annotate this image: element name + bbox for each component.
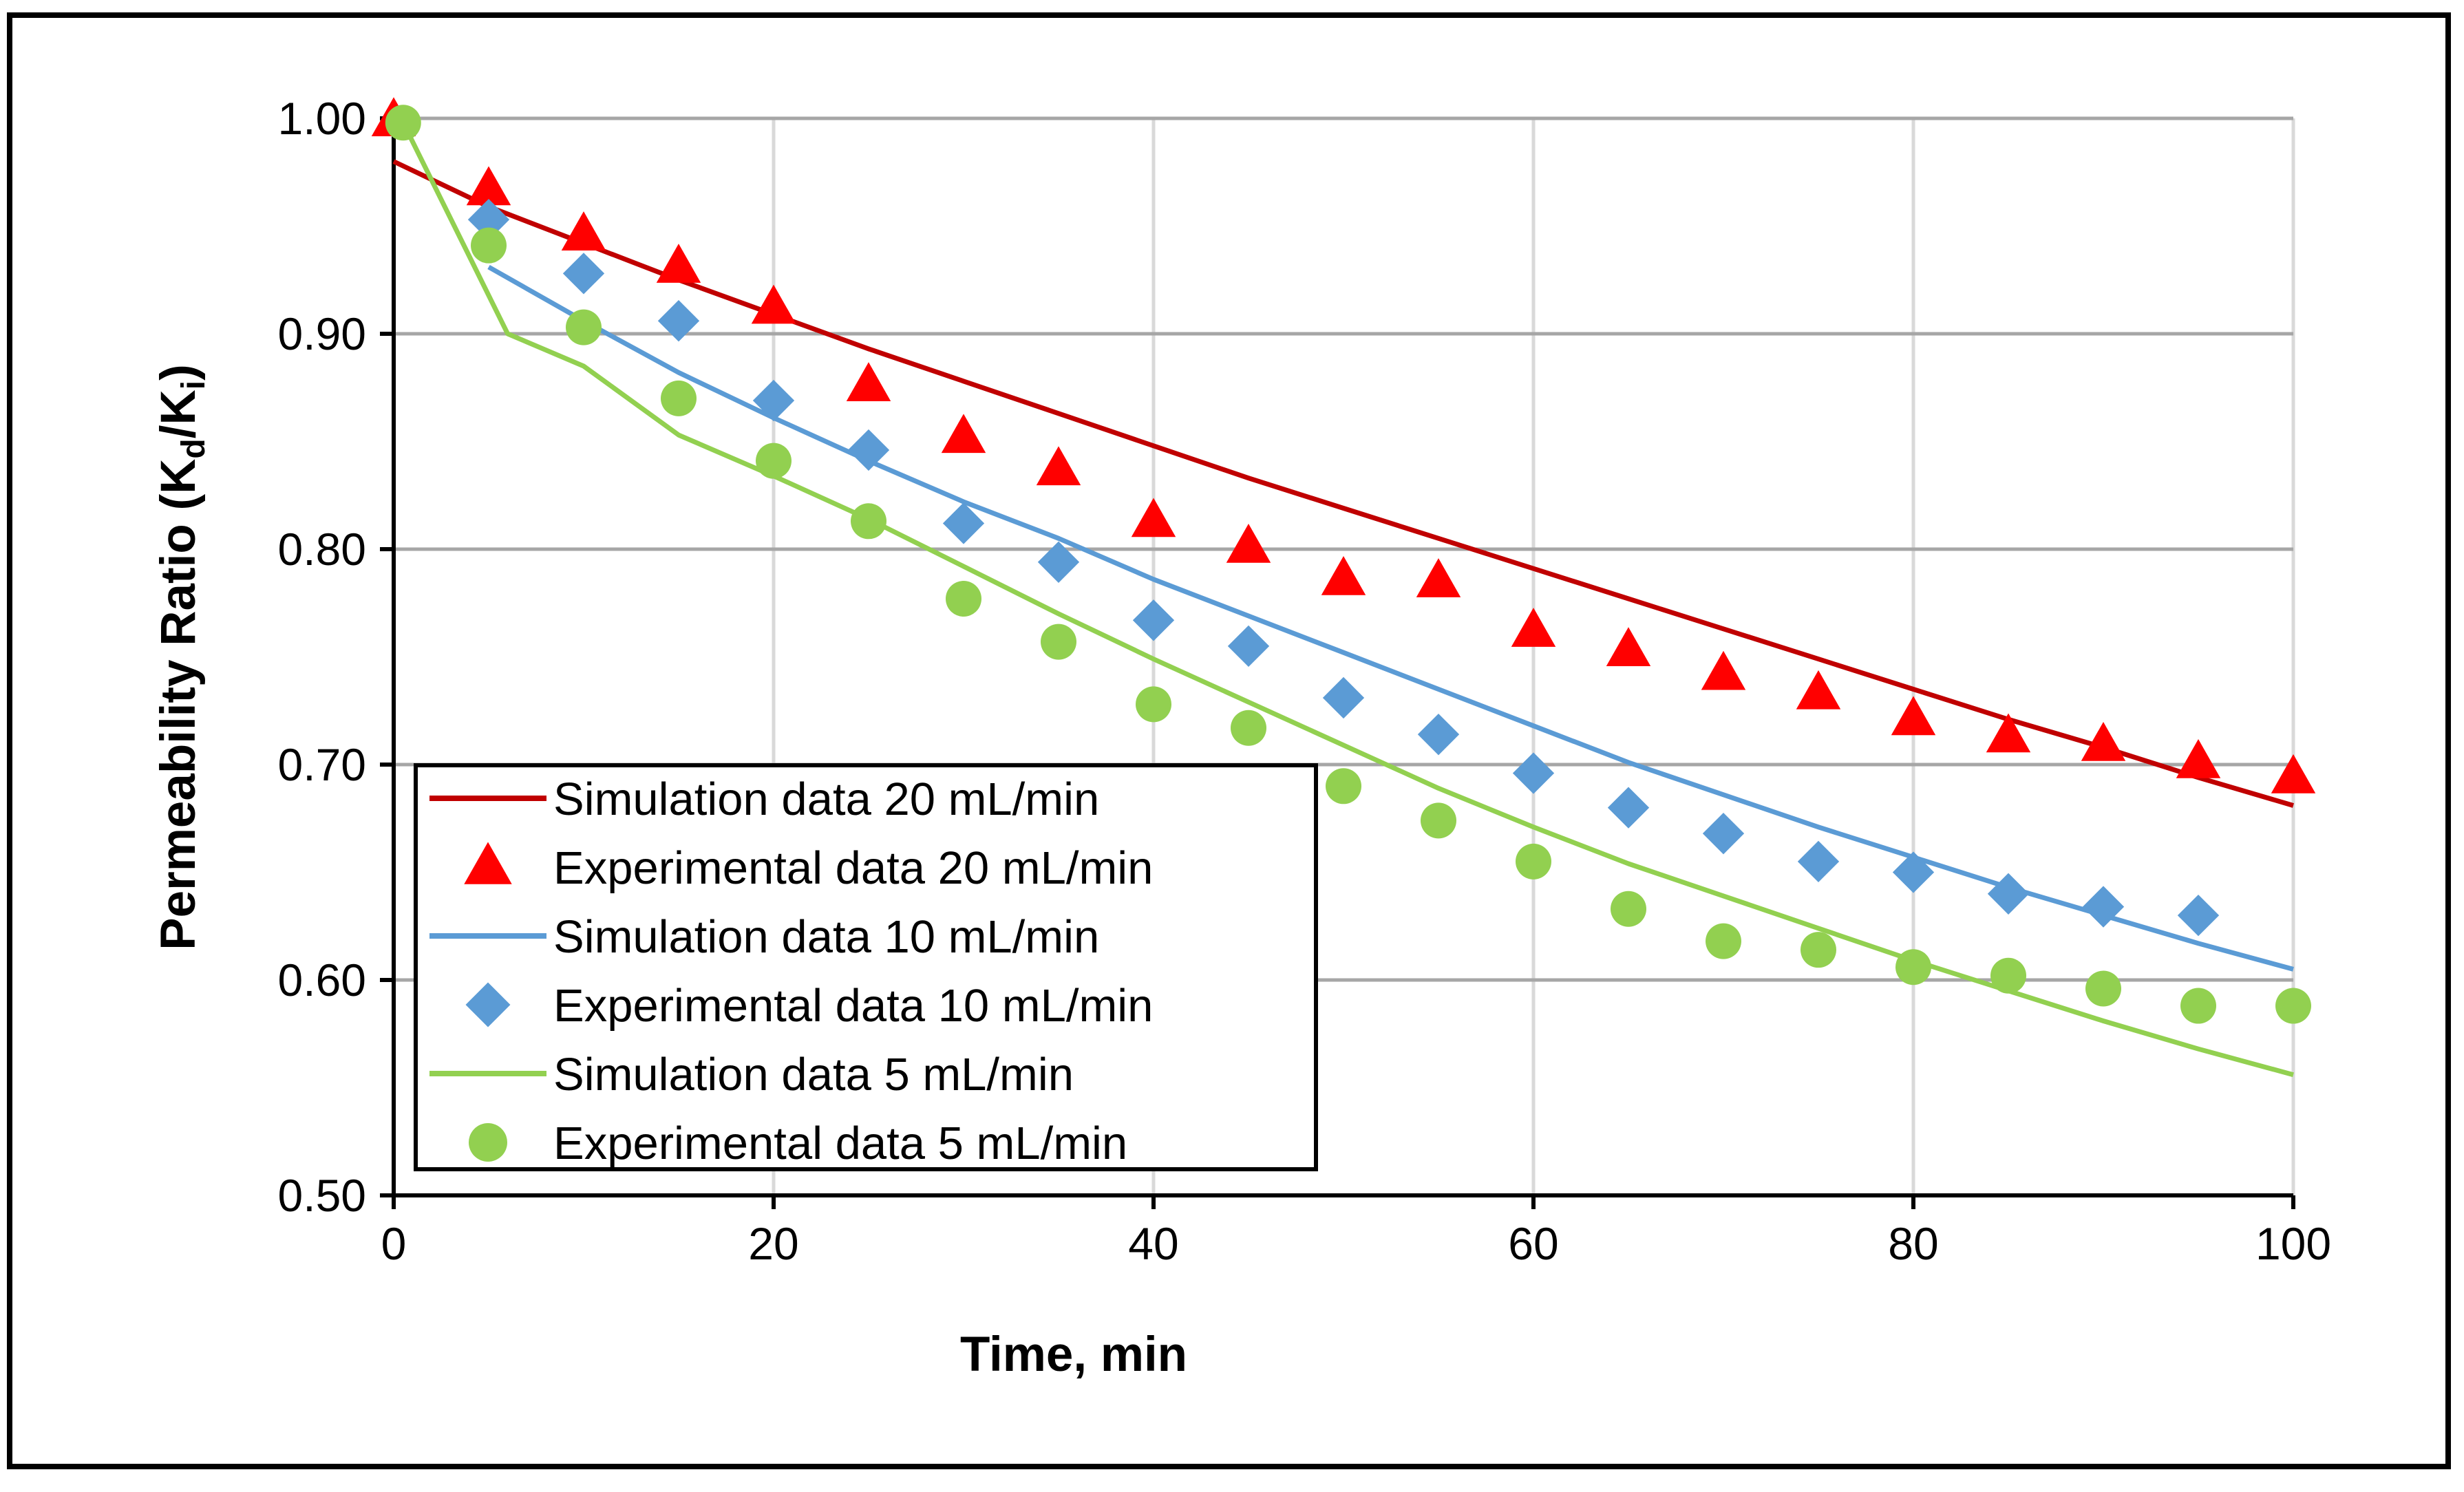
data-point-experimental-data-10-ml-min [2177, 894, 2220, 937]
data-point-experimental-data-10-ml-min [847, 429, 890, 471]
axes-layer: 0 20 40 60 80 100 0.50 0.60 0.70 0.80 0.90 1.00 [278, 93, 2332, 1269]
data-point-experimental-data-10-ml-min [1227, 625, 1270, 668]
data-point-experimental-data-20-ml-min [1416, 558, 1461, 597]
data-point-experimental-data-20-ml-min [1511, 608, 1556, 647]
data-point-experimental-data-20-ml-min [1796, 670, 1841, 710]
data-point-experimental-data-20-ml-min [1986, 713, 2031, 753]
data-point-experimental-data-10-ml-min [1417, 714, 1460, 756]
data-point-experimental-data-5-ml-min [1136, 686, 1171, 723]
y-axis-title-sub-d: d [176, 438, 212, 458]
data-point-experimental-data-20-ml-min [2271, 754, 2316, 793]
legend-label-experimental-data-10-ml-min: Experimental data 10 mL/min [553, 980, 1153, 1032]
data-point-experimental-data-20-ml-min [751, 284, 796, 324]
y-axis-title-sub-i: i [176, 381, 212, 390]
data-point-experimental-data-5-ml-min [566, 309, 602, 345]
data-point-experimental-data-20-ml-min [1701, 650, 1746, 690]
data-point-experimental-data-5-ml-min [1231, 710, 1266, 746]
legend-swatch-experimental-data-10-ml-min [465, 982, 511, 1027]
series-line-simulation-data-10-ml-min [487, 264, 2294, 972]
legend-label-simulation-data-5-ml-min: Simulation data 5 mL/min [553, 1049, 1074, 1100]
y-tick-label: 1.00 [278, 93, 366, 144]
figure-frame [7, 12, 2451, 1469]
data-point-experimental-data-5-ml-min [1611, 891, 1646, 927]
data-point-experimental-data-5-ml-min [2275, 988, 2311, 1024]
data-point-experimental-data-20-ml-min [1321, 555, 1366, 595]
data-point-experimental-data-10-ml-min [752, 379, 795, 422]
series-layer [371, 97, 2316, 1078]
data-point-experimental-data-20-ml-min [656, 244, 701, 283]
data-point-experimental-data-5-ml-min [471, 227, 507, 264]
data-point-experimental-data-5-ml-min [385, 105, 421, 141]
y-axis-title: Permeability Ratio (Kd/Ki) [151, 364, 212, 950]
data-point-experimental-data-5-ml-min [851, 503, 886, 540]
data-point-experimental-data-5-ml-min [661, 380, 697, 416]
data-point-experimental-data-5-ml-min [946, 580, 981, 617]
data-point-experimental-data-10-ml-min [1987, 873, 2030, 915]
data-point-experimental-data-20-ml-min [1606, 627, 1651, 667]
data-point-experimental-data-10-ml-min [562, 253, 605, 295]
data-point-experimental-data-10-ml-min [657, 300, 700, 342]
data-point-experimental-data-10-ml-min [2082, 886, 2125, 928]
data-point-experimental-data-10-ml-min [1322, 676, 1365, 719]
data-point-experimental-data-5-ml-min [1516, 843, 1551, 880]
data-point-experimental-data-20-ml-min [941, 414, 986, 454]
legend-swatch-experimental-data-5-ml-min [469, 1123, 507, 1162]
legend-box [414, 763, 1318, 1171]
data-point-experimental-data-20-ml-min [1891, 696, 1936, 736]
data-point-experimental-data-20-ml-min [1226, 524, 1271, 563]
legend-label-simulation-data-20-ml-min: Simulation data 20 mL/min [553, 774, 1099, 825]
data-point-experimental-data-5-ml-min [756, 443, 792, 479]
x-tick-label: 100 [2255, 1218, 2331, 1269]
legend-swatch-experimental-data-20-ml-min [464, 842, 512, 884]
y-tick-label: 0.60 [278, 955, 366, 1005]
data-point-experimental-data-5-ml-min [1326, 768, 1361, 804]
data-point-experimental-data-5-ml-min [1990, 957, 2026, 994]
data-point-experimental-data-10-ml-min [942, 502, 985, 544]
y-tick-label: 0.90 [278, 308, 366, 359]
legend-label-experimental-data-20-ml-min: Experimental data 20 mL/min [553, 842, 1153, 894]
data-point-experimental-data-10-ml-min [1797, 840, 1840, 883]
data-point-experimental-data-5-ml-min [1706, 923, 1741, 959]
x-tick-label: 20 [748, 1218, 798, 1269]
data-point-experimental-data-20-ml-min [2176, 739, 2221, 778]
data-point-experimental-data-20-ml-min [561, 211, 606, 251]
legend: Simulation data 20 mL/min Experimental da… [414, 763, 1318, 1171]
data-point-experimental-data-5-ml-min [1801, 932, 1836, 968]
data-point-experimental-data-10-ml-min [1607, 787, 1650, 829]
series-line-simulation-data-5-ml-min [401, 121, 2294, 1078]
y-tick-label: 0.70 [278, 739, 366, 790]
data-point-experimental-data-5-ml-min [1421, 802, 1456, 839]
data-point-experimental-data-10-ml-min [467, 198, 510, 241]
data-point-experimental-data-10-ml-min [1892, 851, 1935, 893]
data-point-experimental-data-10-ml-min [1702, 813, 1745, 855]
x-tick-label: 80 [1888, 1218, 1938, 1269]
x-axis-title: Time, min [960, 1328, 1187, 1382]
x-tick-label: 60 [1508, 1218, 1558, 1269]
data-point-experimental-data-5-ml-min [2085, 970, 2121, 1007]
x-tick-label: 40 [1128, 1218, 1178, 1269]
y-tick-label: 0.80 [278, 524, 366, 575]
y-tick-label: 0.50 [278, 1170, 366, 1221]
data-point-experimental-data-10-ml-min [1512, 752, 1555, 794]
x-tick-label: 0 [381, 1218, 407, 1269]
data-point-experimental-data-5-ml-min [1895, 949, 1931, 985]
data-point-experimental-data-20-ml-min [466, 166, 511, 206]
data-point-experimental-data-20-ml-min [2081, 721, 2126, 761]
data-point-experimental-data-20-ml-min [1131, 498, 1176, 537]
data-point-experimental-data-5-ml-min [2180, 988, 2216, 1024]
series-line-simulation-data-20-ml-min [392, 159, 2294, 808]
data-point-experimental-data-5-ml-min [1041, 624, 1076, 660]
y-axis-title-mid: /K [151, 390, 206, 438]
y-axis-title-tail: ) [151, 364, 206, 381]
data-point-experimental-data-20-ml-min [1036, 446, 1081, 486]
legend-label-simulation-data-10-ml-min: Simulation data 10 mL/min [553, 911, 1099, 963]
data-point-experimental-data-10-ml-min [1037, 541, 1080, 583]
y-axis-title-lead: Permeability Ratio (K [151, 459, 206, 950]
legend-label-experimental-data-5-ml-min: Experimental data 5 mL/min [553, 1118, 1127, 1169]
data-point-experimental-data-10-ml-min [1132, 599, 1175, 641]
data-point-experimental-data-20-ml-min [846, 362, 891, 402]
